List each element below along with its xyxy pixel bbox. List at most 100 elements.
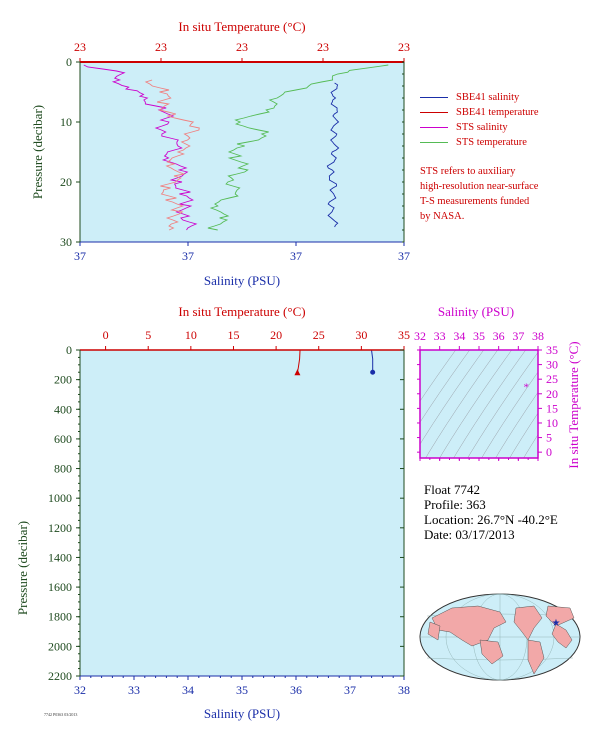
ts-plot-area [420,350,538,458]
ts-x-tick-label: 38 [532,329,544,343]
near-surface-y-axis-label: Pressure (decibar) [30,105,45,199]
bottom-tick-label: 37 [398,249,410,263]
top-tick-label: 23 [236,40,248,54]
y-tick-label: 800 [54,462,72,476]
density-contour [523,434,538,458]
legend-note-line: STS refers to auxiliary [420,166,516,177]
ts-point: * [523,381,529,393]
ts-x-tick-label: 34 [453,329,465,343]
top-tick-label: 23 [74,40,86,54]
bottom-tick-label: 37 [344,683,356,697]
legend-swatch [420,127,448,128]
near-surface-chart: 23 23 23 23 23 37 37 37 37 0 10 20 30 In situ Temper… [30,19,410,288]
y-tick-label: 20 [60,175,72,189]
series-end-marker [370,369,376,375]
y-tick-label: 2200 [48,669,72,683]
legend-item-sbe41-temperature: SBE41 temperature [420,105,539,120]
density-contour [420,350,484,445]
ts-density-contours [420,350,538,458]
y-tick-label: 30 [60,235,72,249]
legend-note-line: T-S measurements funded [420,196,530,207]
float-info: Float 7742 Profile: 363 Location: 26.7°N… [424,482,558,542]
bottom-tick-label: 37 [182,249,194,263]
y-tick-label: 10 [60,115,72,129]
legend-label: SBE41 temperature [456,107,539,118]
legend-swatch [420,112,448,113]
ts-x-tick-label: 37 [512,329,524,343]
legend-item-sbe41-salinity: SBE41 salinity [420,90,539,105]
bottom-tick-label: 37 [290,249,302,263]
y-tick-label: 1200 [48,521,72,535]
bottom-tick-label: 33 [128,683,140,697]
legend-item-sts-salinity: STS salinity [420,120,539,135]
ts-y-tick-label: 25 [546,372,558,386]
location: Location: 26.7°N -40.2°E [424,512,558,527]
bottom-tick-label: 37 [74,249,86,263]
map-land [427,605,575,675]
top-tick-label: 10 [185,328,197,342]
ts-right-axis-label: In situ Temperature (°C) [566,341,581,468]
top-tick-label: 30 [355,328,367,342]
density-contour [420,350,470,423]
series-line [207,64,389,231]
bottom-tick-label: 35 [236,683,248,697]
ts-points: * [523,381,529,393]
ts-y-tick-label: 10 [546,416,558,430]
series-line [326,82,340,228]
density-contour [481,371,538,458]
top-tick-label: 5 [145,328,151,342]
full-profile-axes: 0 5 10 15 20 25 30 35 32 33 34 35 36 37 38 0 200 400 600 80… [48,328,410,697]
density-contour [439,350,512,458]
y-tick-label: 1400 [48,550,72,564]
density-contour [495,391,538,458]
legend-note-line: high-resolution near-surface [420,181,539,192]
full-profile-chart: 0 5 10 15 20 25 30 35 32 33 34 35 36 37 38 0 200 400 600 80… [15,304,410,721]
ts-x-tick-label: 32 [414,329,426,343]
ts-y-tick-label: 0 [546,445,552,459]
top-tick-label: 23 [155,40,167,54]
legend: SBE41 salinity SBE41 temperature STS sal… [420,90,539,224]
density-contour [425,350,498,458]
top-tick-label: 0 [103,328,109,342]
ts-y-tick-label: 15 [546,401,558,415]
bottom-tick-label: 38 [398,683,410,697]
y-tick-label: 600 [54,432,72,446]
near-surface-axes: 23 23 23 23 23 37 37 37 37 0 10 20 30 [60,40,410,263]
top-tick-label: 15 [227,328,239,342]
location-map: ★ [419,593,581,681]
y-tick-label: 1000 [48,491,72,505]
series-end-marker [294,369,301,376]
near-surface-plot-area [80,62,404,242]
footer-id: 7742 P0363 03/2013 [44,712,77,717]
y-tick-label: 200 [54,373,72,387]
bottom-tick-label: 36 [290,683,302,697]
legend-item-sts-temperature: STS temperature [420,135,539,150]
legend-label: STS salinity [456,122,508,133]
series-line [144,79,200,231]
legend-note-line: by NASA. [420,211,465,222]
legend-note: STS refers to auxiliary high-resolution … [420,164,539,224]
y-tick-label: 1600 [48,580,72,594]
top-tick-label: 35 [398,328,410,342]
bottom-tick-label: 34 [182,683,194,697]
full-profile-y-axis-label: Pressure (decibar) [15,521,30,615]
float-location-marker: ★ [552,618,561,629]
legend-swatch [420,142,448,143]
top-tick-label: 23 [398,40,410,54]
ts-top-axis-label: Salinity (PSU) [438,304,514,319]
density-contour [420,350,456,402]
full-profile-bottom-axis-label: Salinity (PSU) [204,706,280,721]
ts-y-tick-label: 5 [546,431,552,445]
float-id: Float 7742 [424,482,480,497]
ts-y-tick-label: 30 [546,358,558,372]
near-surface-bottom-axis-label: Salinity (PSU) [204,273,280,288]
density-contour [467,351,538,458]
series-line [83,64,198,231]
profile-number: Profile: 363 [424,497,486,512]
legend-swatch [420,97,448,98]
ts-y-tick-label: 20 [546,387,558,401]
y-tick-label: 0 [66,55,72,69]
